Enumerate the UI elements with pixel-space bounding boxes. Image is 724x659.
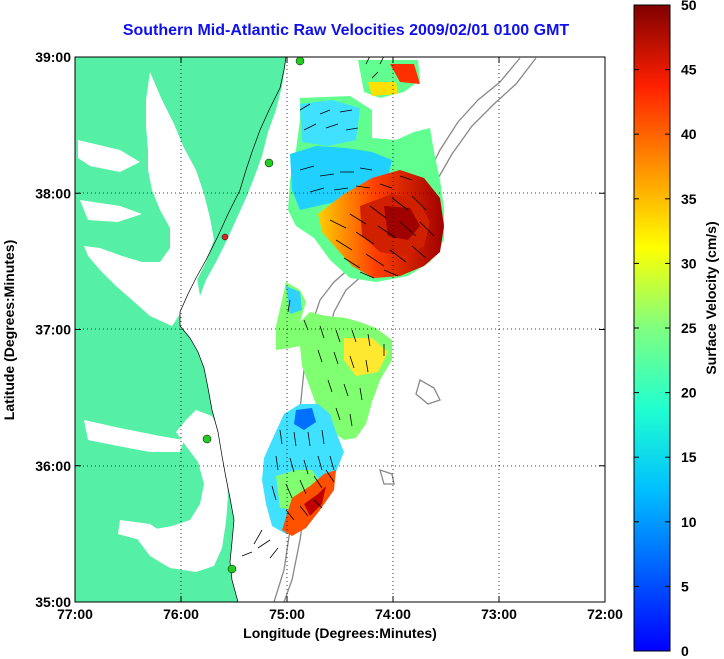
- x-tick-label: 76:00: [163, 606, 199, 622]
- colorbar-tick-label: 15: [681, 449, 697, 465]
- map-gridlines: [75, 57, 605, 602]
- colorbar-tick-label: 0: [681, 643, 689, 659]
- colorbar-ticks: 0 5 10 15 20 25 30 35 40 45 50: [634, 0, 697, 659]
- colorbar-tick-label: 45: [681, 62, 697, 78]
- colorbar: [633, 4, 671, 652]
- colorbar-tick-label: 50: [681, 0, 697, 13]
- coastline: [75, 57, 287, 602]
- y-tick-label: 36:00: [35, 458, 71, 474]
- x-tick-label: 77:00: [57, 606, 93, 622]
- colorbar-tick-label: 35: [681, 191, 697, 207]
- y-tick-label: 39:00: [35, 49, 71, 65]
- chesapeake-bay: [84, 72, 214, 326]
- peninsula: [196, 60, 286, 296]
- colorbar-tick-label: 10: [681, 514, 697, 530]
- velocity-field-hatteras: [262, 404, 344, 536]
- y-axis-ticks: 39:00 38:00 37:00 36:00 35:00: [35, 49, 605, 610]
- y-tick-label: 35:00: [35, 594, 71, 610]
- hf-radar-sites: [202, 57, 305, 574]
- colorbar-label: Surface Velocity (cm/s): [703, 221, 719, 374]
- colorbar-tick-label: 25: [681, 320, 697, 336]
- colorbar-tick-label: 40: [681, 126, 697, 142]
- x-tick-label: 73:00: [481, 606, 517, 622]
- y-tick-label: 37:00: [35, 322, 71, 338]
- x-axis-ticks: 77:00 76:00 75:00 74:00 73:00 72:00: [57, 57, 623, 622]
- velocity-arrows: [241, 57, 435, 559]
- x-tick-label: 74:00: [375, 606, 411, 622]
- x-axis-label: Longitude (Degrees:Minutes): [243, 625, 437, 641]
- x-tick-label: 75:00: [269, 606, 305, 622]
- colorbar-tick-label: 20: [681, 385, 697, 401]
- colorbar-tick-label: 30: [681, 255, 697, 271]
- y-tick-label: 38:00: [35, 185, 71, 201]
- x-tick-label: 72:00: [587, 606, 623, 622]
- colorbar-tick-label: 5: [681, 578, 689, 594]
- map-title: Southern Mid-Atlantic Raw Velocities 200…: [122, 22, 570, 39]
- y-axis-label: Latitude (Degrees:Minutes): [1, 240, 17, 420]
